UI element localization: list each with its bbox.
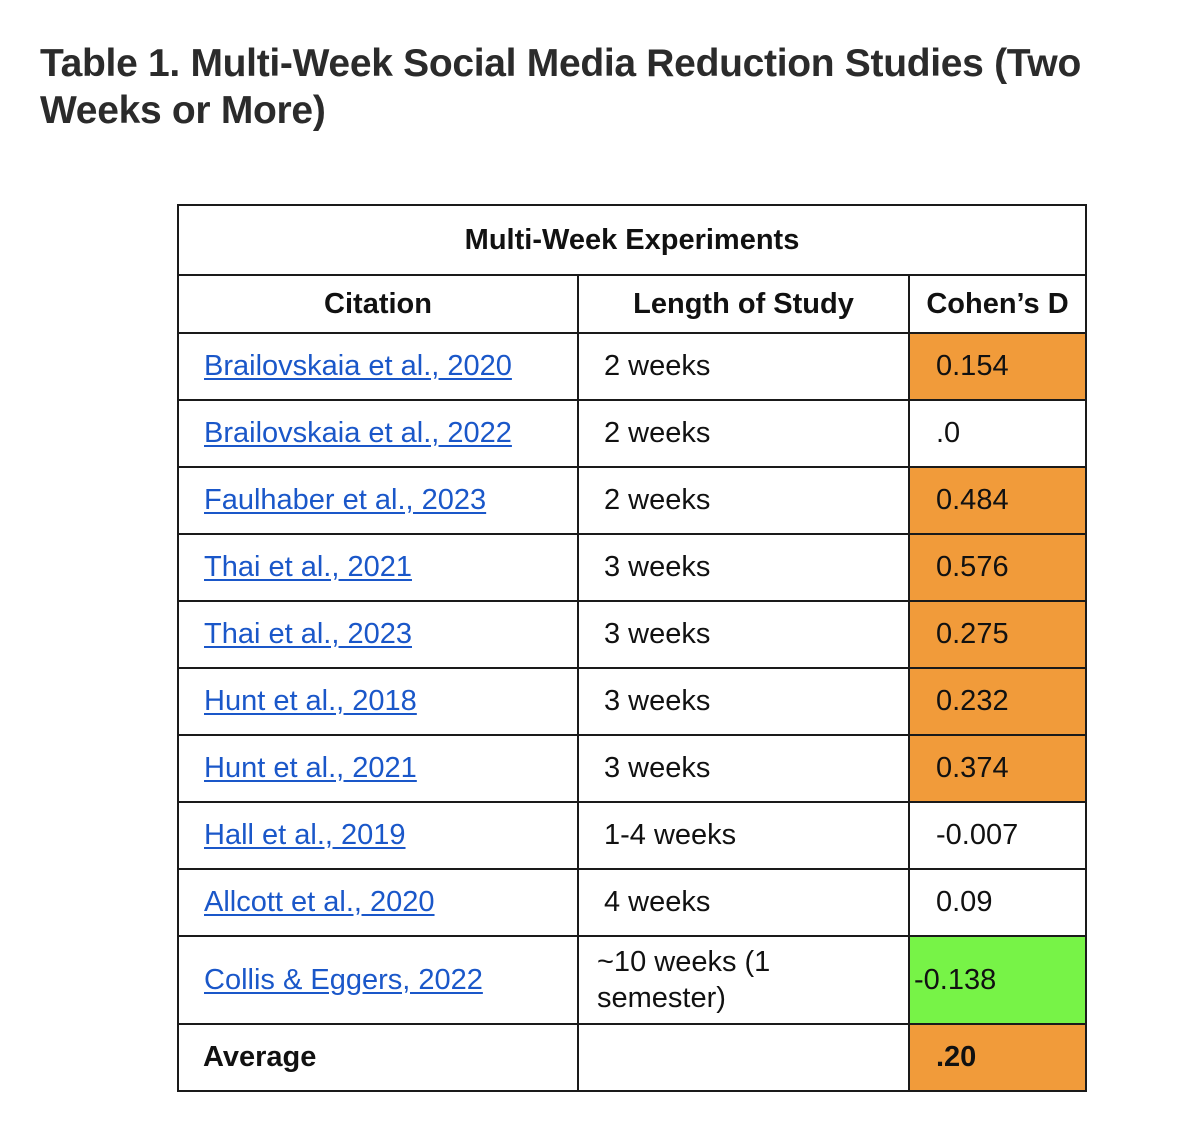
cohens-d-cell: -0.007 <box>907 801 1088 870</box>
cohens-d-cell: 0.576 <box>907 533 1088 602</box>
length-cell: 1-4 weeks <box>577 801 910 870</box>
citation-link[interactable]: Brailovskaia et al., 2022 <box>204 417 512 449</box>
table-row: Hunt et al., 2021 3 weeks 0.374 <box>177 734 1088 803</box>
table-row: Hall et al., 2019 1-4 weeks -0.007 <box>177 801 1088 870</box>
length-cell: ~10 weeks (1 semester) <box>577 935 910 1025</box>
column-header-length: Length of Study <box>577 274 910 334</box>
citation-link[interactable]: Faulhaber et al., 2023 <box>204 484 487 516</box>
citation-link[interactable]: Hunt et al., 2018 <box>204 685 417 717</box>
length-cell: 2 weeks <box>577 399 910 468</box>
cohens-d-cell: -0.138 <box>907 935 1088 1025</box>
table-row: Allcott et al., 2020 4 weeks 0.09 <box>177 868 1088 937</box>
length-cell: 4 weeks <box>577 868 910 937</box>
citation-link[interactable]: Thai et al., 2021 <box>204 551 412 583</box>
citation-cell: Thai et al., 2021 <box>177 533 579 602</box>
average-row: Average .20 <box>177 1023 1088 1092</box>
citation-link[interactable]: Collis & Eggers, 2022 <box>204 963 483 996</box>
column-header-cohens-d: Cohen’s D <box>907 274 1088 334</box>
cohens-d-cell: 0.374 <box>907 734 1088 803</box>
cohens-d-cell: 0.09 <box>907 868 1088 937</box>
table-caption-row: Multi-Week Experiments <box>176 204 1088 276</box>
table-row: Brailovskaia et al., 2020 2 weeks 0.154 <box>177 332 1088 401</box>
cohens-d-cell: 0.275 <box>907 600 1088 669</box>
cohens-d-cell: .0 <box>907 399 1088 468</box>
citation-link[interactable]: Hall et al., 2019 <box>204 819 406 851</box>
average-cohens-d-cell: .20 <box>907 1023 1088 1092</box>
citation-link[interactable]: Hunt et al., 2021 <box>204 752 417 784</box>
citation-cell: Brailovskaia et al., 2022 <box>177 399 579 468</box>
length-cell: 2 weeks <box>577 332 910 401</box>
length-line-1: ~10 weeks (1 <box>597 946 771 978</box>
length-cell: 2 weeks <box>577 466 910 535</box>
table-caption: Multi-Week Experiments <box>176 204 1088 276</box>
table-row: Thai et al., 2021 3 weeks 0.576 <box>177 533 1088 602</box>
citation-link[interactable]: Allcott et al., 2020 <box>204 886 435 918</box>
length-line-2: semester) <box>597 982 726 1014</box>
cohens-d-cell: 0.232 <box>907 667 1088 736</box>
page-title: Table 1. Multi-Week Social Media Reducti… <box>40 42 1081 132</box>
length-cell: 3 weeks <box>577 533 910 602</box>
cohens-d-cell: 0.484 <box>907 466 1088 535</box>
citation-cell: Hunt et al., 2021 <box>177 734 579 803</box>
table-row: Brailovskaia et al., 2022 2 weeks .0 <box>177 399 1088 468</box>
citation-cell: Thai et al., 2023 <box>177 600 579 669</box>
average-label: Average <box>177 1023 579 1092</box>
table-header-row: Citation Length of Study Cohen’s D <box>177 274 1088 334</box>
table-row: Collis & Eggers, 2022 ~10 weeks (1 semest… <box>177 935 1088 1025</box>
citation-link[interactable]: Brailovskaia et al., 2020 <box>204 350 512 382</box>
cohens-d-cell: 0.154 <box>907 332 1088 401</box>
table-row: Thai et al., 2023 3 weeks 0.275 <box>177 600 1088 669</box>
citation-cell: Brailovskaia et al., 2020 <box>177 332 579 401</box>
length-cell: 3 weeks <box>577 600 910 669</box>
citation-cell: Collis & Eggers, 2022 <box>177 935 579 1025</box>
length-cell: 3 weeks <box>577 734 910 803</box>
column-header-citation: Citation <box>177 274 579 334</box>
citation-link[interactable]: Thai et al., 2023 <box>204 618 412 650</box>
citation-cell: Allcott et al., 2020 <box>177 868 579 937</box>
table-row: Faulhaber et al., 2023 2 weeks 0.484 <box>177 466 1088 535</box>
length-cell: 3 weeks <box>577 667 910 736</box>
citation-cell: Hunt et al., 2018 <box>177 667 579 736</box>
citation-cell: Faulhaber et al., 2023 <box>177 466 579 535</box>
multi-week-experiments-table: Multi-Week Experiments Citation Length o… <box>176 204 1088 1092</box>
table-row: Hunt et al., 2018 3 weeks 0.232 <box>177 667 1088 736</box>
average-length-cell <box>577 1023 910 1092</box>
citation-cell: Hall et al., 2019 <box>177 801 579 870</box>
